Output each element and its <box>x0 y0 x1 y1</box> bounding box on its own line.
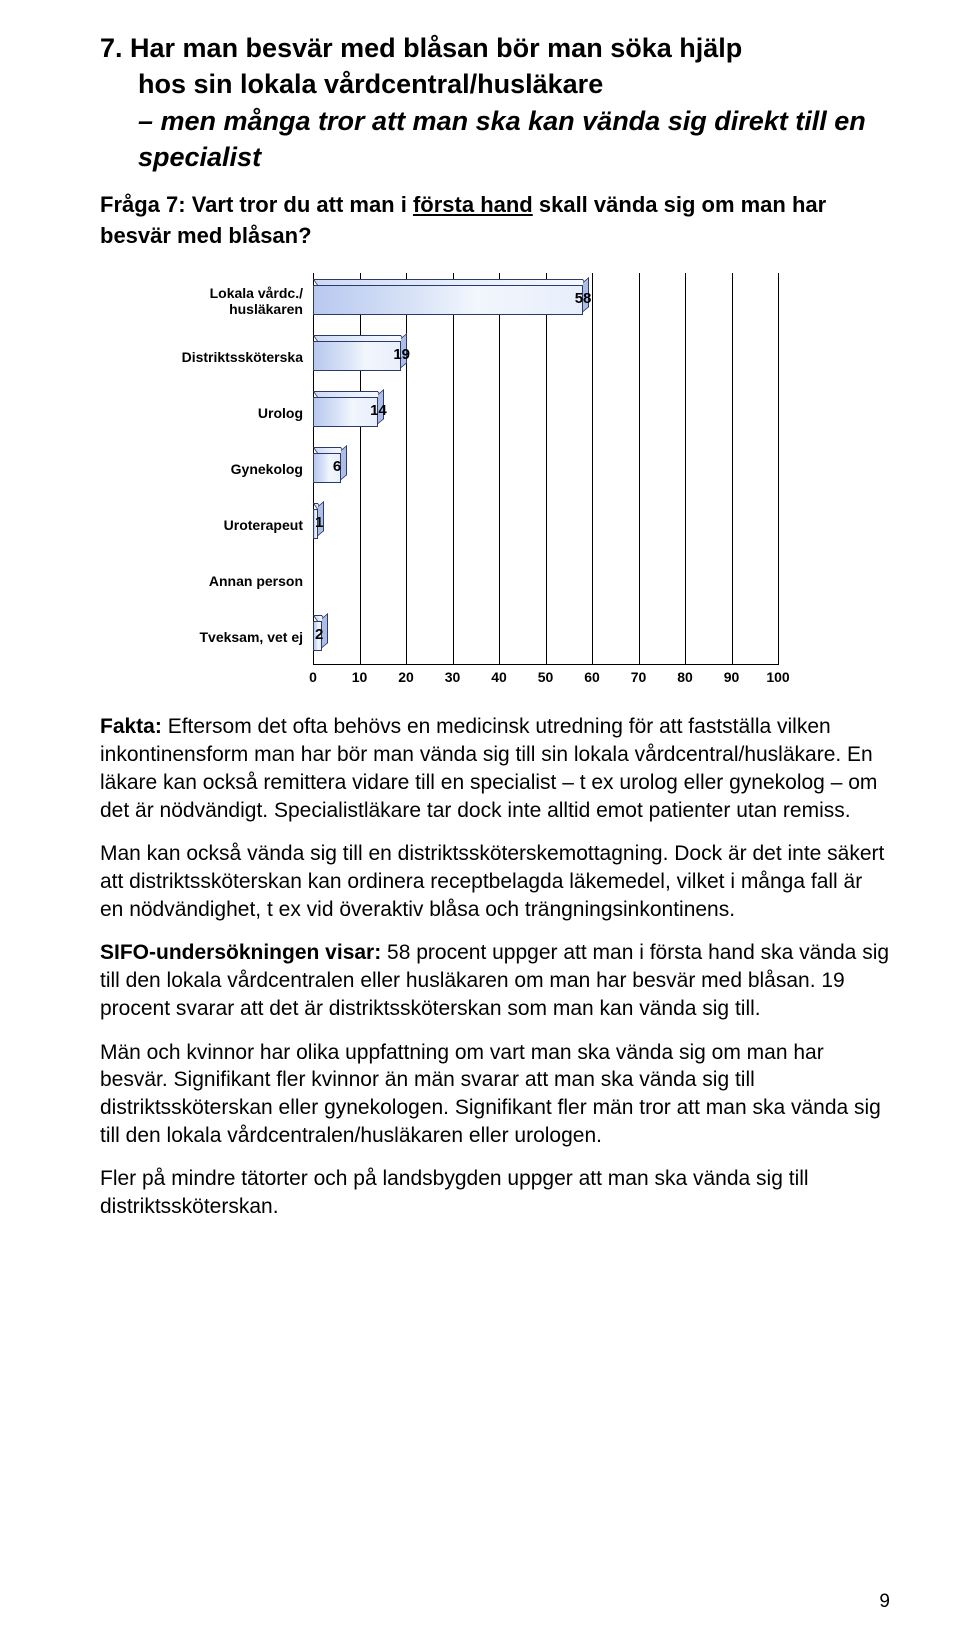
paragraph-sifo: SIFO-undersökningen visar: 58 procent up… <box>100 939 890 1022</box>
chart-category-label: Distriktssköterska <box>138 329 313 385</box>
fakta-label: Fakta: <box>100 715 162 738</box>
chart-x-tick: 0 <box>309 669 317 685</box>
chart-bar-value: 14 <box>370 402 387 419</box>
chart-category-label: Uroterapeut <box>138 497 313 553</box>
chart-x-ticks: 0102030405060708090100 <box>313 665 778 687</box>
chart-bar-value: 2 <box>315 626 323 643</box>
question-pre: Fråga 7: Vart tror du att man i <box>100 192 413 217</box>
paragraph-5: Fler på mindre tätorter och på landsbygd… <box>100 1165 890 1220</box>
chart-x-tick: 20 <box>398 669 414 685</box>
chart-gridline <box>732 273 733 665</box>
chart-gridline <box>453 273 454 665</box>
chart-bar-value: 19 <box>393 346 410 363</box>
chart-container: Lokala vårdc./ husläkarenDistriktssköter… <box>138 273 778 687</box>
chart-x-tick: 100 <box>766 669 789 685</box>
heading-line-2: hos sin lokala vårdcentral/husläkare <box>100 66 890 102</box>
heading-line-3: – men många tror att man ska kan vända s… <box>100 103 890 139</box>
chart-gridline <box>360 273 361 665</box>
chart-category-label: Lokala vårdc./ husläkaren <box>138 273 313 329</box>
document-page: 7. Har man besvär med blåsan bör man sök… <box>0 0 960 1641</box>
chart-x-tick: 70 <box>631 669 647 685</box>
chart-x-tick: 10 <box>352 669 368 685</box>
chart-category-label: Annan person <box>138 553 313 609</box>
chart-x-tick: 50 <box>538 669 554 685</box>
chart-bar-value: 6 <box>333 458 341 475</box>
chart-x-tick: 90 <box>724 669 740 685</box>
chart-x-tick: 30 <box>445 669 461 685</box>
chart-bar-value: 58 <box>575 290 592 307</box>
chart-category-label: Gynekolog <box>138 441 313 497</box>
question-underlined: första hand <box>413 192 533 217</box>
fakta-text: Eftersom det ofta behövs en medicinsk ut… <box>100 715 877 821</box>
chart-gridline <box>499 273 500 665</box>
heading-line-1: 7. Har man besvär med blåsan bör man sök… <box>100 30 890 66</box>
chart-area: Lokala vårdc./ husläkarenDistriktssköter… <box>138 273 778 665</box>
section-heading: 7. Har man besvär med blåsan bör man sök… <box>100 30 890 176</box>
chart-category-label: Tveksam, vet ej <box>138 609 313 665</box>
chart-gridline <box>639 273 640 665</box>
question-text: Fråga 7: Vart tror du att man i första h… <box>100 190 890 252</box>
chart-plot-area: 58 19 14 6 1 2 <box>313 273 778 665</box>
chart-gridline <box>685 273 686 665</box>
chart-category-label: Urolog <box>138 385 313 441</box>
chart-x-tick: 60 <box>584 669 600 685</box>
chart-x-tick: 80 <box>677 669 693 685</box>
chart-category-labels: Lokala vårdc./ husläkarenDistriktssköter… <box>138 273 313 665</box>
chart-gridline <box>592 273 593 665</box>
paragraph-2: Man kan också vända sig till en distrikt… <box>100 840 890 923</box>
chart-x-tick: 40 <box>491 669 507 685</box>
heading-line-4: specialist <box>100 139 890 175</box>
chart-gridline <box>778 273 779 665</box>
paragraph-4: Män och kvinnor har olika uppfattning om… <box>100 1039 890 1150</box>
paragraph-fakta: Fakta: Eftersom det ofta behövs en medic… <box>100 713 890 824</box>
sifo-label: SIFO-undersökningen visar: <box>100 941 381 964</box>
chart-gridline <box>546 273 547 665</box>
chart-bar-value: 1 <box>315 514 323 531</box>
page-number: 9 <box>879 1591 890 1613</box>
